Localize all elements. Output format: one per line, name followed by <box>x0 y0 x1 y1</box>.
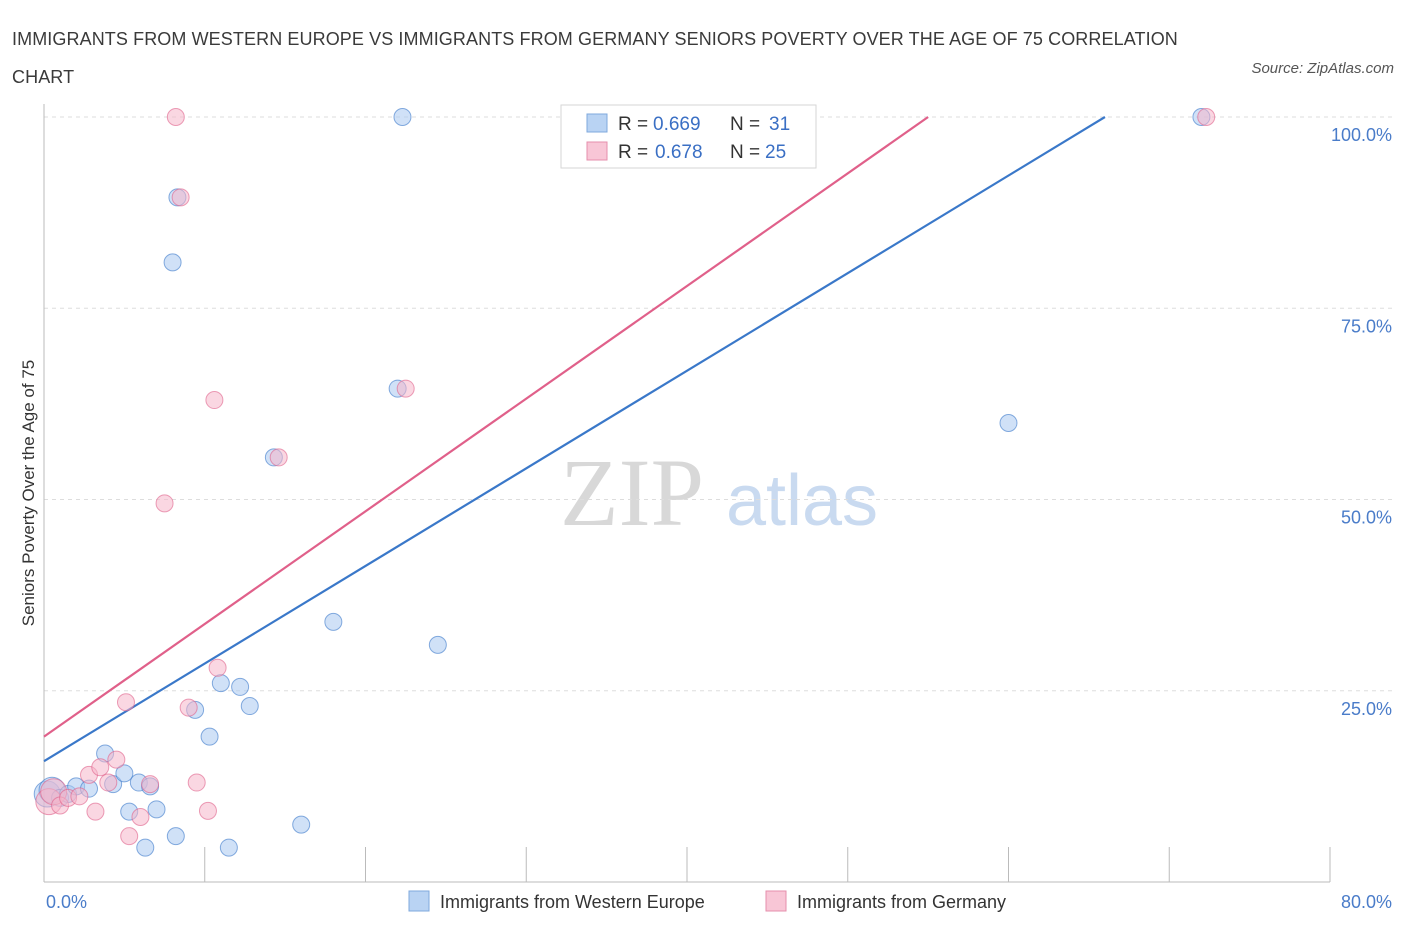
series-legend-swatch-pink <box>765 890 787 912</box>
point-germany <box>198 801 217 820</box>
point-germany <box>116 693 135 712</box>
y-tick-label: 100.0% <box>1331 125 1392 145</box>
legend-n-value-2: 25 <box>765 142 786 163</box>
gridlines <box>44 116 1392 692</box>
point-western-europe <box>163 253 182 272</box>
point-western-europe <box>393 108 412 126</box>
point-western-europe <box>136 838 155 857</box>
legend-n-label-1: N = <box>730 114 760 135</box>
point-germany <box>187 773 206 792</box>
stats-legend: R = 0.669 N = 31 R = 0.678 N = 25 <box>560 104 817 169</box>
point-western-europe <box>166 827 185 846</box>
watermark-atlas: atlas <box>726 461 878 541</box>
point-western-europe <box>428 635 447 654</box>
watermark-zip: ZIP <box>560 439 704 546</box>
x-tick-label-max: 80.0% <box>1341 892 1392 912</box>
legend-r-label-2: R = <box>618 142 648 163</box>
point-germany <box>70 787 89 806</box>
y-tick-label: 25.0% <box>1341 699 1392 719</box>
series-legend-label-1: Immigrants from Western Europe <box>440 892 705 912</box>
point-germany <box>396 379 415 398</box>
point-germany <box>269 448 288 467</box>
point-western-europe <box>999 414 1018 432</box>
data-points <box>33 108 1216 857</box>
legend-swatch-pink <box>586 141 608 161</box>
point-germany <box>86 802 105 821</box>
point-germany <box>166 108 185 126</box>
legend-r-label-1: R = <box>618 114 648 135</box>
y-axis-title: Seniors Poverty Over the Age of 75 <box>19 360 38 626</box>
point-germany <box>120 827 139 846</box>
x-ticks <box>43 847 1331 882</box>
point-western-europe <box>292 815 311 834</box>
point-germany <box>141 775 160 794</box>
x-tick-label-min: 0.0% <box>46 892 87 912</box>
y-tick-label: 75.0% <box>1341 316 1392 336</box>
trend-lines <box>43 116 1106 763</box>
point-germany <box>99 773 118 792</box>
legend-swatch-blue <box>586 113 608 133</box>
point-western-europe <box>115 764 134 783</box>
point-western-europe <box>324 612 343 631</box>
point-germany <box>179 698 198 717</box>
point-germany <box>107 750 126 769</box>
point-western-europe <box>200 727 219 746</box>
point-western-europe <box>231 677 250 696</box>
point-germany <box>171 188 190 207</box>
point-germany <box>131 807 150 826</box>
series-legend-swatch-blue <box>408 890 430 912</box>
point-germany <box>1197 108 1216 126</box>
series-legend: Immigrants from Western Europe Immigrant… <box>408 890 1006 912</box>
point-western-europe <box>240 697 259 716</box>
legend-n-value-1: 31 <box>769 114 790 135</box>
point-western-europe <box>147 800 166 819</box>
legend-n-label-2: N = <box>730 142 760 163</box>
point-germany <box>208 658 227 677</box>
y-tick-label: 50.0% <box>1341 508 1392 528</box>
point-germany <box>205 391 224 410</box>
trend-line-germany <box>43 116 929 738</box>
point-western-europe <box>219 838 238 857</box>
point-western-europe <box>211 674 230 693</box>
trend-line-western-europe <box>43 116 1106 763</box>
source-label: Source: ZipAtlas.com <box>1251 60 1394 77</box>
y-tick-labels: 25.0% 50.0% 75.0% 100.0% <box>1331 125 1392 719</box>
point-germany <box>91 758 110 777</box>
legend-r-value-2: 0.678 <box>655 142 703 163</box>
series-legend-label-2: Immigrants from Germany <box>797 892 1006 912</box>
legend-r-value-1: 0.669 <box>653 114 701 135</box>
chart-title: IMMIGRANTS FROM WESTERN EUROPE VS IMMIGR… <box>12 29 1178 87</box>
point-germany <box>155 494 174 513</box>
